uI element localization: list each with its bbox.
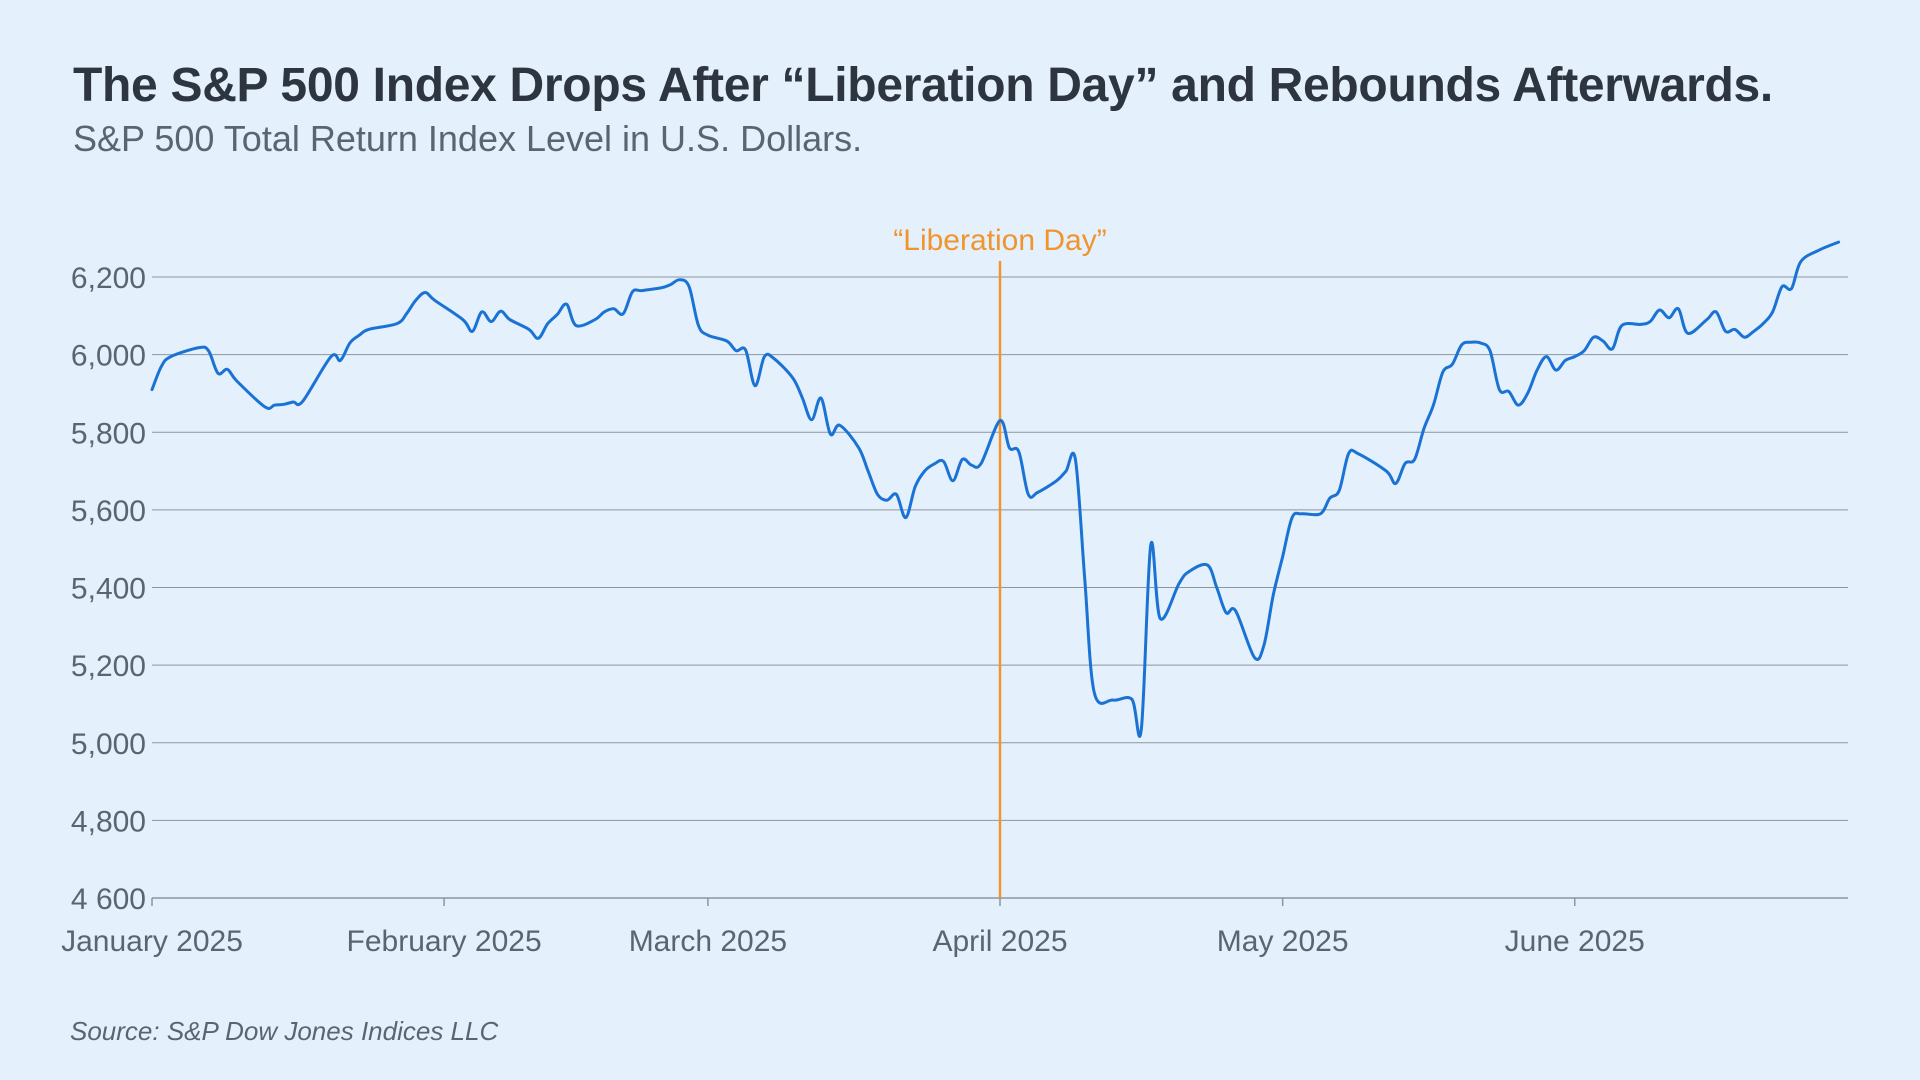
x-tick-label: February 2025 <box>347 925 542 958</box>
y-tick-label: 4,800 <box>71 805 146 838</box>
y-tick-label: 5,800 <box>71 417 146 450</box>
y-axis-labels: 4 600 4,800 5,000 5,200 5,400 5,600 5,800 6,000… <box>71 262 146 916</box>
x-tick-label: March 2025 <box>629 925 787 958</box>
x-tick-label: June 2025 <box>1505 925 1645 958</box>
source-note: Source: S&P Dow Jones Indices LLC <box>70 1016 499 1046</box>
chart-title: The S&P 500 Index Drops After “Liberatio… <box>73 59 1773 112</box>
y-tick-label: 6,000 <box>71 340 146 373</box>
sp500-series-line <box>150 240 1841 738</box>
x-tick-label: April 2025 <box>932 925 1067 958</box>
x-axis: January 2025 February 2025 March 2025 April… <box>61 898 1645 958</box>
liberation-day-label: “Liberation Day” <box>893 224 1106 257</box>
chart-subtitle: S&P 500 Total Return Index Level in U.S.… <box>73 118 863 159</box>
y-tick-label: 5,400 <box>71 573 146 606</box>
y-tick-label: 6,200 <box>71 262 146 295</box>
y-tick-label: 4 600 <box>71 883 146 916</box>
y-tick-label: 5,600 <box>71 495 146 528</box>
annotation-layer: “Liberation Day” <box>893 224 1107 898</box>
y-tick-label: 5,200 <box>71 650 146 683</box>
x-tick-label: January 2025 <box>61 925 243 958</box>
x-tick-label: May 2025 <box>1217 925 1349 958</box>
series-layer <box>150 240 1841 738</box>
y-tick-label: 5,000 <box>71 728 146 761</box>
